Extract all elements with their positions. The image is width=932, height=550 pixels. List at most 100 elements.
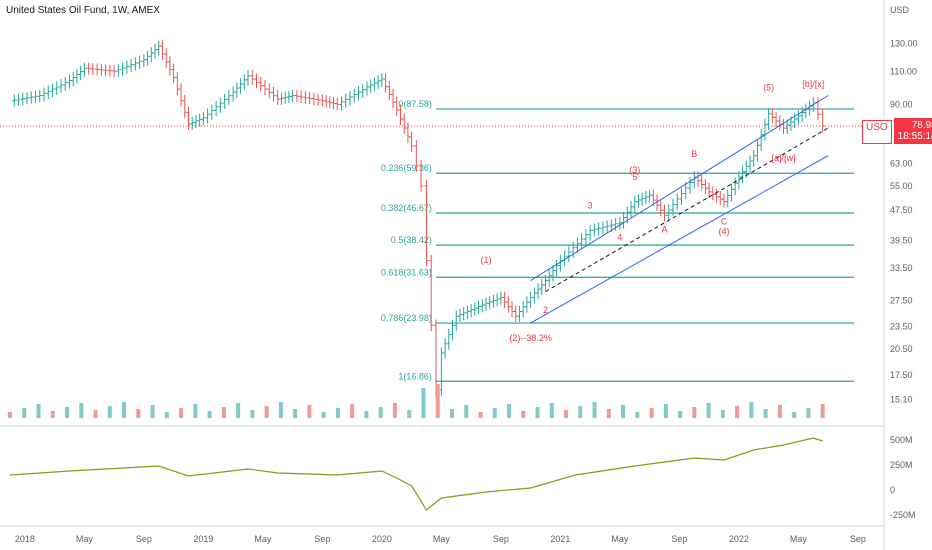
volume-bar xyxy=(378,407,383,418)
wave-label: B xyxy=(691,149,697,159)
volume-bar xyxy=(350,404,355,418)
wave-label: (3) xyxy=(629,165,640,175)
volume-bar xyxy=(507,404,512,418)
time-axis-label: May xyxy=(76,534,94,544)
chart-title: United States Oil Fund, 1W, AMEX xyxy=(6,5,160,16)
volume-bar xyxy=(592,402,597,418)
wave-label: 5 xyxy=(632,172,637,182)
fib-level-label: 0.5(38.42) xyxy=(391,235,432,245)
indicator-axis-label: 0 xyxy=(890,485,895,495)
price-axis-label: 63.00 xyxy=(890,158,913,168)
last-price-value: 78.98 xyxy=(911,120,932,131)
volume-bar xyxy=(692,407,697,418)
wave-label: (1) xyxy=(481,255,492,265)
volume-bar xyxy=(207,411,212,418)
time-axis-label: Sep xyxy=(671,534,687,544)
price-axis-label: 130.00 xyxy=(890,39,918,49)
volume-bar xyxy=(136,409,141,418)
volume-bar xyxy=(763,409,768,418)
fib-level-label: 0.618(31.63) xyxy=(381,267,432,277)
volume-bar xyxy=(364,411,369,418)
volume-bar xyxy=(164,412,169,418)
time-axis-label: May xyxy=(611,534,629,544)
volume-bar xyxy=(777,405,782,418)
price-axis-label: 39.50 xyxy=(890,236,913,246)
volume-bar xyxy=(107,406,112,418)
time-axis-label: 2018 xyxy=(15,534,35,544)
volume-bar xyxy=(635,412,640,418)
volume-bar xyxy=(820,404,825,418)
volume-bar xyxy=(492,408,497,418)
time-axis-label: 2021 xyxy=(550,534,570,544)
volume-bar xyxy=(449,409,454,418)
volume-bar xyxy=(193,404,198,418)
volume-bar xyxy=(735,406,740,418)
wave-label: (2)--38.2% xyxy=(509,333,552,343)
volume-bar xyxy=(278,402,283,418)
volume-bar xyxy=(749,402,754,418)
fib-level-label: 0.382(46.67) xyxy=(381,203,432,213)
price-axis-label: 55.00 xyxy=(890,181,913,191)
wave-label: (5) xyxy=(763,82,774,92)
volume-bar xyxy=(22,408,27,418)
currency-label: USD xyxy=(890,5,910,15)
time-axis-label: May xyxy=(790,534,808,544)
volume-bar xyxy=(79,403,84,418)
volume-bar xyxy=(307,405,312,418)
volume-bar xyxy=(93,410,98,418)
time-axis-label: Sep xyxy=(850,534,866,544)
volume-bar xyxy=(50,411,55,418)
volume-bar xyxy=(720,410,725,418)
volume-bar xyxy=(8,412,12,418)
volume-bar xyxy=(606,409,611,418)
time-axis-label: 2022 xyxy=(729,534,749,544)
volume-bar xyxy=(521,411,526,418)
time-axis-label: May xyxy=(433,534,451,544)
time-axis-label: Sep xyxy=(314,534,330,544)
wave-label: 2 xyxy=(543,305,548,315)
volume-bar xyxy=(578,406,583,418)
volume-bar xyxy=(150,405,155,418)
price-axis-label: 27.50 xyxy=(890,295,913,305)
indicator-line xyxy=(9,437,823,511)
wave-label: 4 xyxy=(617,233,622,243)
volume-bar xyxy=(678,411,683,418)
time-axis-label: Sep xyxy=(136,534,152,544)
volume-bar xyxy=(65,407,70,418)
price-axis-label: 110.00 xyxy=(890,66,917,76)
volume-bar xyxy=(250,410,255,418)
wave-label: (4) xyxy=(719,226,730,236)
price-axis-label: 33.50 xyxy=(890,263,913,273)
volume-bar xyxy=(293,409,298,418)
volume-bar xyxy=(792,412,797,418)
wave-label: [a]/[w] xyxy=(771,153,795,163)
fib-level-label: 0(87.58) xyxy=(398,99,432,109)
volume-bar xyxy=(663,404,668,418)
volume-bar xyxy=(464,405,469,418)
price-axis-label: 20.50 xyxy=(890,344,913,354)
fib-level-label: 0.236(59.36) xyxy=(381,163,432,173)
channel-mid-line xyxy=(545,127,829,293)
time-axis-label: May xyxy=(254,534,272,544)
volume-bar xyxy=(478,412,483,418)
time-axis-label: Sep xyxy=(493,534,509,544)
last-price-symbol: USO xyxy=(862,120,892,144)
volume-bar xyxy=(36,404,41,418)
volume-bar xyxy=(335,408,340,418)
indicator-axis-label: 500M xyxy=(890,435,913,445)
price-axis-label: 17.50 xyxy=(890,370,913,380)
indicator-axis-label: -250M xyxy=(890,510,916,520)
volume-bar xyxy=(321,412,326,418)
last-price-box: 78.98 18:55:14 xyxy=(893,118,932,144)
volume-bar xyxy=(435,384,440,418)
wave-label: 3 xyxy=(588,200,593,210)
volume-bar xyxy=(264,406,269,418)
price-axis-label: 47.50 xyxy=(890,205,913,215)
volume-bar xyxy=(392,403,397,418)
time-axis-label: 2020 xyxy=(372,534,392,544)
volume-bar xyxy=(806,408,811,418)
price-axis-label: 90.00 xyxy=(890,99,913,109)
channel-upper-line xyxy=(530,95,829,282)
volume-bar xyxy=(564,410,569,418)
